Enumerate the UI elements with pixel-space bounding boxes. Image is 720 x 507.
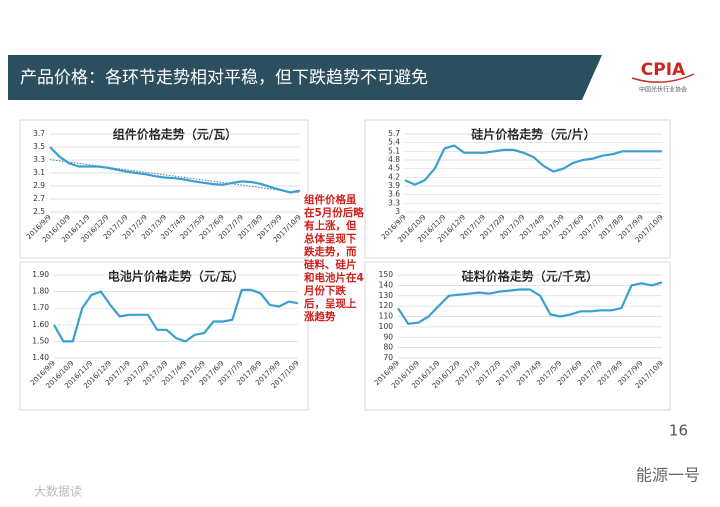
y-tick-label: 5.1 bbox=[388, 146, 400, 155]
y-tick-label: 1.60 bbox=[32, 320, 49, 329]
data-line bbox=[404, 144, 662, 186]
watermark: 大数据读 bbox=[34, 484, 82, 499]
y-tick-label: 4.8 bbox=[388, 155, 400, 164]
y-tick-label: 3.1 bbox=[33, 168, 45, 177]
y-tick-label: 130 bbox=[379, 291, 394, 300]
chart-title: 电池片价格走势（元/瓦） bbox=[108, 269, 244, 284]
y-tick-label: 5.4 bbox=[388, 138, 400, 147]
y-tick-label: 3.7 bbox=[33, 129, 45, 138]
header-title: 产品价格：各环节走势相对平稳，但下跌趋势不可避免 bbox=[20, 68, 428, 88]
y-tick-label: 1.70 bbox=[32, 303, 49, 312]
y-tick-label: 2.7 bbox=[33, 194, 45, 203]
chart-frame bbox=[19, 119, 309, 259]
y-tick-label: 3.3 bbox=[33, 155, 45, 164]
y-tick-label: 110 bbox=[379, 312, 394, 321]
y-tick-label: 150 bbox=[379, 270, 394, 279]
y-tick-label: 1.90 bbox=[32, 270, 49, 279]
trendline bbox=[49, 159, 301, 194]
logo-subtitle: 中国光伏行业协会 bbox=[639, 86, 687, 94]
y-tick-label: 1.80 bbox=[32, 287, 49, 296]
y-tick-label: 3 bbox=[395, 207, 400, 216]
y-tick-label: 3.6 bbox=[388, 190, 400, 199]
y-tick-label: 140 bbox=[379, 280, 394, 289]
y-tick-label: 1.40 bbox=[32, 353, 49, 362]
y-tick-label: 3.3 bbox=[388, 198, 400, 207]
page-number: 16 bbox=[669, 422, 688, 440]
logo: CPIA bbox=[641, 60, 686, 80]
chart-title: 硅料价格走势（元/千克） bbox=[462, 269, 598, 284]
chart-frame bbox=[19, 261, 309, 411]
logo-swoosh bbox=[631, 73, 695, 83]
y-tick-label: 120 bbox=[379, 301, 394, 310]
y-tick-label: 80 bbox=[383, 343, 393, 352]
y-tick-label: 4.2 bbox=[388, 172, 400, 181]
chart-frame bbox=[364, 261, 671, 411]
y-tick-label: 90 bbox=[383, 332, 393, 341]
y-tick-label: 2.9 bbox=[33, 181, 45, 190]
annotation: 组件价格虽在5月份后略有上涨，但总体呈现下跌走势，而硅料、硅片和电池片在4月份下… bbox=[304, 194, 364, 323]
data-line bbox=[397, 281, 663, 325]
data-line bbox=[53, 288, 299, 343]
y-tick-label: 1.50 bbox=[32, 336, 49, 345]
data-line bbox=[49, 146, 301, 194]
y-tick-label: 3.5 bbox=[33, 142, 45, 151]
y-tick-label: 100 bbox=[379, 322, 394, 331]
y-tick-label: 2.5 bbox=[33, 207, 45, 216]
y-tick-label: 3.9 bbox=[388, 181, 400, 190]
y-tick-label: 70 bbox=[383, 353, 393, 362]
y-tick-label: 5.7 bbox=[388, 129, 400, 138]
y-tick-label: 4.5 bbox=[388, 164, 400, 173]
watermark: 能源一号 bbox=[636, 466, 700, 485]
header-bar bbox=[8, 55, 602, 100]
